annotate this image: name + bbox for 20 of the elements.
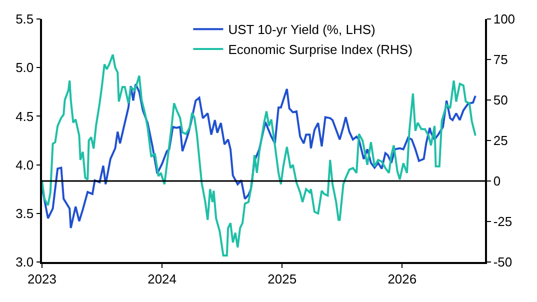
y2-tick-label: 25: [493, 133, 508, 148]
x-tick-label: 2024: [148, 271, 177, 286]
y-tick-label: 5.0: [16, 60, 34, 76]
y-tick-label: 4.5: [16, 108, 34, 124]
y-tick-label: 5.5: [16, 12, 34, 27]
y2-tick-label: 0: [493, 174, 501, 189]
x-tick-label: 2023: [28, 271, 56, 286]
y2-tick-label: 50: [493, 92, 508, 108]
y-tick-label: 4.0: [16, 157, 34, 172]
x-tick-label: 2026: [388, 271, 417, 286]
line-series: [42, 83, 476, 229]
y2-tick-label: 100: [493, 12, 516, 27]
x-tick-label: 2025: [268, 271, 297, 286]
legend-label: UST 10-yr Yield (%, LHS): [228, 22, 376, 38]
y-tick-label: 3.5: [16, 206, 34, 221]
y2-tick-label: 75: [493, 52, 508, 68]
y-tick-label: 3.0: [16, 254, 34, 270]
y2-tick-label: -50: [493, 254, 512, 270]
y2-tick-label: -25: [493, 214, 512, 230]
legend-label: Economic Surprise Index (RHS): [228, 42, 412, 58]
